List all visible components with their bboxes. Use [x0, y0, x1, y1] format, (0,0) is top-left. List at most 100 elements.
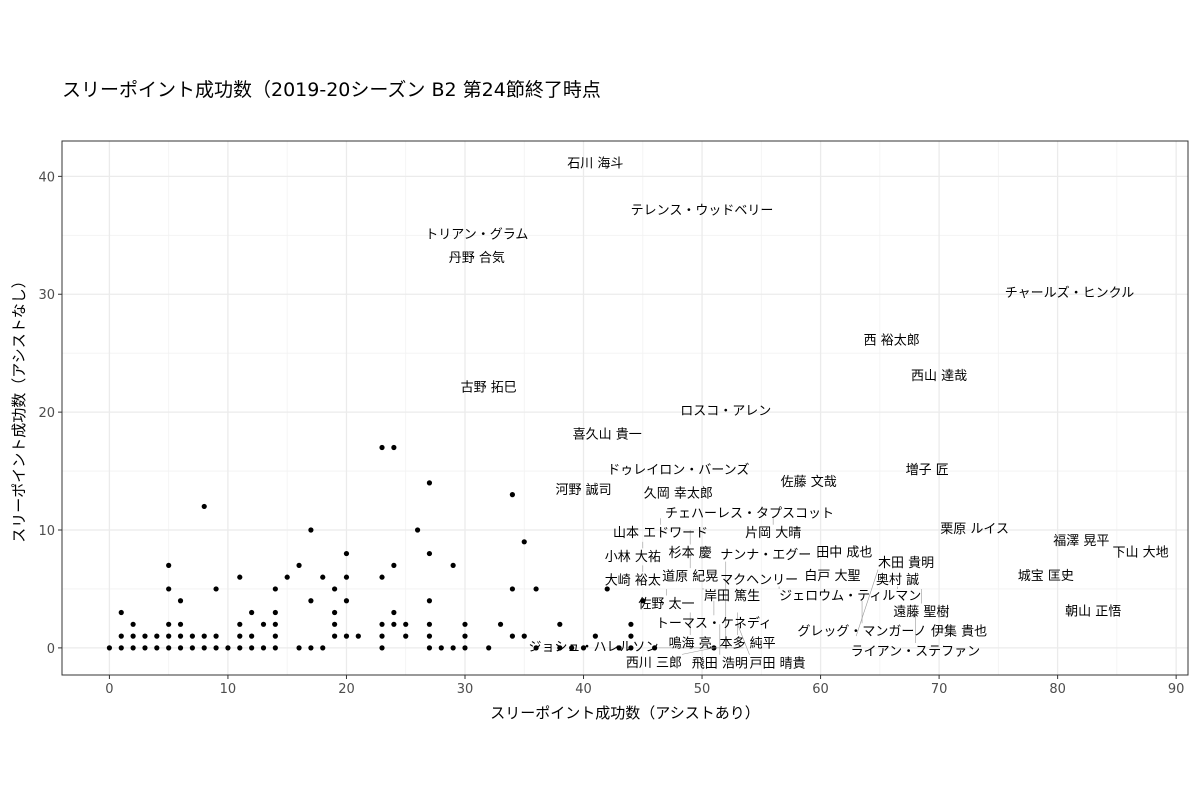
data-point	[201, 503, 207, 510]
player-label: 石川 海斗	[567, 157, 623, 172]
player-label: テレンス・ウッドベリー	[631, 204, 774, 219]
data-point	[332, 633, 338, 639]
data-point	[652, 645, 658, 651]
x-tick-label: 90	[1168, 682, 1185, 697]
chart-title: スリーポイント成功数（2019-20シーズン B2 第24節終了時点	[62, 79, 601, 101]
points	[106, 444, 717, 651]
data-point	[462, 621, 468, 627]
player-label: 下山 大地	[1113, 546, 1169, 561]
player-label: 杉本 慶	[669, 546, 712, 561]
data-point	[486, 645, 492, 651]
player-label: 西山 達哉	[911, 369, 967, 384]
data-point	[296, 562, 302, 568]
data-point	[130, 645, 136, 651]
data-point	[391, 609, 397, 616]
data-point	[130, 621, 136, 627]
data-point	[272, 621, 278, 627]
data-point	[189, 645, 195, 651]
axis-ticks: 0 10 20 30 40 50 60 70 80 90 0 10 20 30 40	[38, 170, 1184, 697]
data-point	[332, 609, 338, 616]
player-label: 遠藤 聖樹	[893, 605, 949, 620]
x-tick-label: 20	[338, 682, 355, 697]
data-point	[213, 633, 219, 639]
player-label: 山本 エドワード	[613, 526, 708, 541]
label-leader-line	[681, 647, 714, 655]
x-tick-label: 60	[812, 682, 829, 697]
player-label: トリアン・グラム	[425, 227, 528, 242]
data-point	[225, 645, 231, 651]
data-point	[106, 645, 113, 651]
data-point	[332, 621, 338, 627]
data-point	[332, 586, 338, 592]
player-label: 城宝 匡史	[1018, 569, 1074, 584]
data-point	[343, 633, 350, 639]
player-label: 戸田 晴貴	[750, 656, 806, 671]
player-label: 岸田 篤生	[704, 589, 760, 604]
data-point	[237, 621, 243, 627]
player-label: 西 裕太郎	[864, 333, 920, 348]
data-point	[391, 444, 397, 451]
plot-background	[62, 141, 1188, 675]
player-label: 本多 純平	[720, 636, 776, 652]
y-tick-label: 0	[47, 642, 55, 657]
data-point	[177, 621, 184, 627]
data-point	[213, 586, 219, 592]
player-label: トーマス・ケネディ	[656, 616, 772, 632]
data-point	[426, 550, 433, 557]
data-point	[272, 586, 278, 592]
data-point	[403, 621, 409, 627]
data-point	[201, 633, 207, 639]
player-label: 佐野 太一	[638, 597, 694, 612]
data-point	[320, 574, 326, 580]
data-point	[343, 550, 350, 557]
data-point	[379, 444, 385, 451]
gridlines	[62, 141, 1188, 675]
player-label: 古野 拓巳	[461, 381, 517, 396]
data-point	[521, 539, 527, 545]
y-tick-label: 40	[38, 170, 55, 185]
data-point	[213, 645, 219, 651]
data-point	[249, 609, 255, 616]
player-label: グレッグ・マンガーノ	[797, 625, 926, 640]
label-leader-lines	[642, 518, 922, 655]
data-point	[237, 645, 243, 651]
data-point	[284, 574, 290, 580]
data-point	[533, 586, 539, 592]
player-label: ジョシュ・ハレルソン	[529, 640, 659, 655]
data-point	[355, 633, 361, 639]
player-label: 白戸 大聖	[804, 568, 860, 584]
data-point	[450, 562, 456, 568]
data-point	[308, 527, 314, 533]
player-label: 奥村 誠	[876, 573, 919, 588]
y-axis-title: スリーポイント成功数（アシストなし）	[10, 273, 28, 542]
x-tick-label: 50	[694, 682, 711, 697]
data-point	[379, 574, 385, 580]
data-point	[343, 574, 350, 580]
data-point	[118, 633, 124, 639]
data-point	[201, 645, 207, 651]
data-point	[142, 633, 148, 639]
y-tick-label: 30	[38, 288, 55, 303]
player-label: マクヘンリー	[720, 573, 798, 588]
data-point	[296, 645, 302, 651]
data-point	[438, 645, 444, 651]
data-point	[426, 598, 433, 604]
data-point	[580, 645, 587, 651]
player-label: 久岡 幸太郎	[644, 487, 713, 502]
data-point	[521, 633, 527, 639]
data-point	[604, 586, 610, 592]
x-tick-label: 40	[575, 682, 592, 697]
data-point	[557, 645, 563, 651]
data-point	[426, 621, 433, 627]
data-point	[237, 574, 243, 580]
x-tick-label: 80	[1049, 682, 1066, 697]
data-point	[308, 598, 314, 604]
player-label: ライアン・ステファン	[851, 645, 980, 660]
player-label: 佐藤 文哉	[781, 475, 837, 490]
data-point	[154, 633, 160, 639]
y-tick-label: 10	[38, 524, 55, 539]
player-label: 河野 誠司	[555, 483, 611, 498]
data-point	[403, 633, 409, 639]
player-label: ロスコ・アレン	[680, 404, 771, 419]
data-point	[249, 645, 255, 651]
